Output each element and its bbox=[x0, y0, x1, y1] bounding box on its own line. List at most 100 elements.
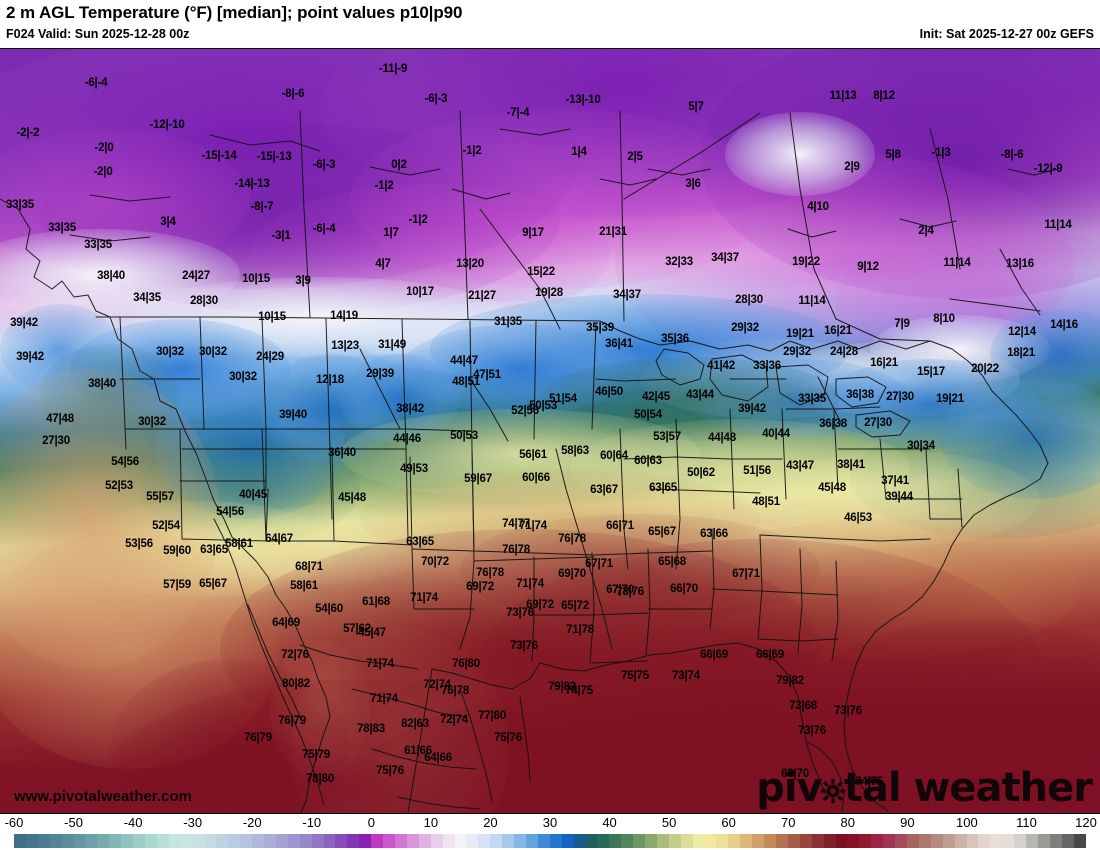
point-value-label: -3|1 bbox=[271, 230, 291, 242]
colorbar-swatch bbox=[252, 834, 265, 848]
colorbar-tick: -30 bbox=[183, 815, 203, 830]
point-value-label: 71|74 bbox=[519, 520, 547, 532]
point-value-label: 13|23 bbox=[331, 340, 359, 352]
point-value-label: 77|80 bbox=[478, 710, 506, 722]
colorbar-swatch bbox=[1026, 834, 1038, 848]
colorbar-legend[interactable]: -60 -50 -40 -30 -20 -10 0 10 20 30 40 50 60 70 80 90 100… bbox=[0, 814, 1100, 850]
point-value-label: -1|2 bbox=[374, 180, 394, 192]
colorbar-tick: 20 bbox=[483, 815, 498, 830]
colorbar-swatch bbox=[692, 834, 705, 848]
colorbar-tick: -20 bbox=[242, 815, 262, 830]
point-value-label: 76|78 bbox=[476, 567, 504, 579]
gear-sun-icon bbox=[820, 768, 846, 804]
colorbar-swatch bbox=[478, 834, 491, 848]
point-value-label: 33|35 bbox=[48, 222, 76, 234]
colorbar-tick: 70 bbox=[780, 815, 796, 830]
point-value-label: 52|56 bbox=[511, 405, 539, 417]
colorbar-swatch bbox=[61, 834, 74, 848]
point-value-label: 50|53 bbox=[529, 400, 557, 412]
point-value-label: -14|-13 bbox=[234, 178, 270, 190]
colorbar-swatch bbox=[418, 834, 431, 848]
map-viewport[interactable]: -6|-4 -8|-6 -11|-9 -6|-3 -7|-4 -13|-10 5|7 11|1… bbox=[0, 48, 1100, 814]
colorbar-swatch bbox=[85, 834, 98, 848]
colorbar-swatch bbox=[73, 834, 86, 848]
colorbar-swatch bbox=[49, 834, 62, 848]
colorbar-swatch bbox=[573, 834, 586, 848]
point-value-label: 9|12 bbox=[857, 261, 879, 273]
point-value-label: 44|46 bbox=[393, 433, 421, 445]
point-value-label: 8|10 bbox=[933, 313, 955, 325]
colorbar-swatch bbox=[502, 834, 515, 848]
point-value-label: 33|35 bbox=[6, 199, 34, 211]
point-value-label: 71|74 bbox=[366, 658, 394, 670]
colorbar-swatch bbox=[347, 834, 360, 848]
point-value-label: -13|-10 bbox=[565, 94, 601, 106]
colorbar-swatch bbox=[240, 834, 253, 848]
colorbar-swatch bbox=[442, 834, 455, 848]
point-value-label: 35|39 bbox=[586, 322, 614, 334]
point-value-label: 30|32 bbox=[199, 346, 227, 358]
point-value-label: 27|30 bbox=[864, 417, 892, 429]
point-value-label: 20|22 bbox=[971, 363, 999, 375]
point-value-label: 37|41 bbox=[881, 475, 909, 487]
point-value-label: 30|34 bbox=[907, 440, 935, 452]
point-value-label: 29|32 bbox=[783, 346, 811, 358]
colorbar-swatch bbox=[656, 834, 669, 848]
colorbar-swatch bbox=[525, 834, 538, 848]
point-value-label: 63|65 bbox=[406, 536, 434, 548]
point-value-label: 1|7 bbox=[383, 227, 399, 239]
colorbar-swatch bbox=[264, 834, 276, 848]
colorbar-swatch bbox=[466, 834, 479, 848]
point-value-label: 52|54 bbox=[152, 520, 180, 532]
point-value-label: 3|9 bbox=[295, 275, 311, 287]
point-value-label: -15|-13 bbox=[256, 151, 292, 163]
point-value-label: 5|7 bbox=[688, 101, 704, 113]
point-value-label: 60|63 bbox=[634, 455, 662, 467]
point-value-label: 11|14 bbox=[1044, 219, 1072, 231]
point-value-label: 19|22 bbox=[792, 256, 820, 268]
colorbar-tick: 0 bbox=[367, 815, 375, 830]
point-value-label: 47|51 bbox=[473, 369, 501, 381]
colorbar-swatch bbox=[549, 834, 562, 848]
point-value-label: 51|54 bbox=[549, 393, 577, 405]
colorbar-swatch bbox=[430, 834, 443, 848]
colorbar-swatch bbox=[799, 834, 812, 848]
point-value-label: 70|72 bbox=[421, 556, 449, 568]
point-value-label: 50|53 bbox=[450, 430, 478, 442]
point-value-label: 28|30 bbox=[735, 294, 763, 306]
point-value-label: 39|42 bbox=[738, 403, 766, 415]
colorbar-swatch bbox=[25, 834, 38, 848]
colorbar-swatch bbox=[133, 834, 145, 848]
point-value-label: 29|39 bbox=[366, 368, 394, 380]
colorbar-swatch bbox=[823, 834, 836, 848]
point-value-label: 71|74 bbox=[410, 592, 438, 604]
point-value-label: 73|76 bbox=[510, 640, 538, 652]
point-value-label: 16|21 bbox=[824, 325, 852, 337]
point-value-label: 44|47 bbox=[450, 355, 478, 367]
point-value-label: 63|66 bbox=[700, 528, 728, 540]
point-value-label: 63|67 bbox=[590, 484, 618, 496]
point-value-label: 65|68 bbox=[658, 556, 686, 568]
point-value-label: 38|40 bbox=[97, 270, 125, 282]
point-value-label: 31|49 bbox=[378, 339, 406, 351]
colorbar-swatch bbox=[752, 834, 765, 848]
point-value-label: -6|-4 bbox=[84, 77, 108, 89]
colorbar-swatch bbox=[764, 834, 776, 848]
point-value-label: 7|9 bbox=[894, 318, 910, 330]
colorbar-swatch bbox=[621, 834, 634, 848]
colorbar-swatch bbox=[978, 834, 991, 848]
colorbar-swatch bbox=[990, 834, 1003, 848]
point-value-label: 75|79 bbox=[302, 749, 330, 761]
point-value-label: -1|2 bbox=[408, 214, 428, 226]
point-value-label: 65|67 bbox=[648, 526, 676, 538]
colorbar-swatch bbox=[680, 834, 693, 848]
colorbar-swatch bbox=[930, 834, 943, 848]
point-value-label: 9|17 bbox=[522, 227, 544, 239]
colorbar-swatches[interactable] bbox=[14, 834, 1086, 848]
point-value-label: 14|19 bbox=[330, 310, 358, 322]
point-value-label: 12|18 bbox=[316, 374, 344, 386]
point-value-label: 30|32 bbox=[229, 371, 257, 383]
colorbar-tick: 100 bbox=[956, 815, 978, 830]
point-value-label: 57|62 bbox=[343, 623, 371, 635]
colorbar-tick-labels: -60 -50 -40 -30 -20 -10 0 10 20 30 40 50 60 70 80 90 100… bbox=[0, 814, 1100, 832]
